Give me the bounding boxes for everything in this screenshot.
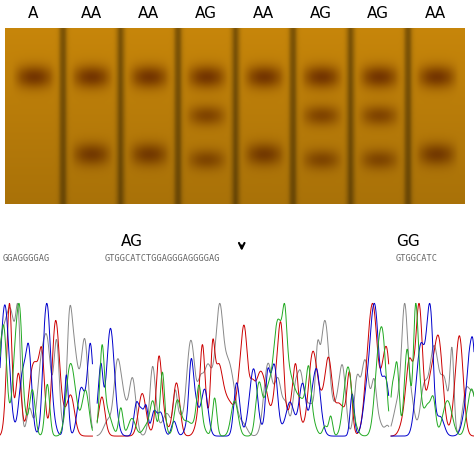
Text: AA: AA: [138, 6, 159, 21]
Text: GTGGCATC: GTGGCATC: [396, 254, 438, 263]
Text: AA: AA: [81, 6, 101, 21]
Text: AG: AG: [310, 6, 332, 21]
Text: GTGGCATCTGGAGGGAGGGGAG: GTGGCATCTGGAGGGAGGGGAG: [104, 254, 220, 263]
Text: AA: AA: [253, 6, 274, 21]
Text: AG: AG: [195, 6, 217, 21]
Text: AA: AA: [425, 6, 447, 21]
Text: AG: AG: [121, 234, 143, 249]
Text: GGAGGGGAG: GGAGGGGAG: [2, 254, 50, 263]
Text: AG: AG: [367, 6, 389, 21]
Text: A: A: [28, 6, 39, 21]
Text: GG: GG: [396, 234, 419, 249]
